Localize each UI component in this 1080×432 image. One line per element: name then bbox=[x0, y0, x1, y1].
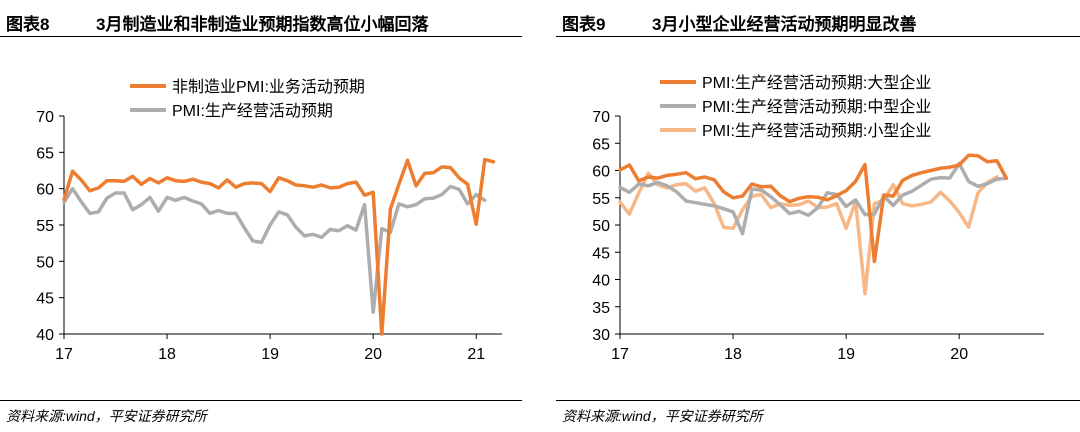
chart-title: 3月小型企业经营活动预期明显改善 bbox=[652, 15, 917, 34]
series-line-1 bbox=[618, 153, 1009, 264]
y-tick-label: 65 bbox=[592, 136, 610, 153]
x-tick-label: 20 bbox=[950, 346, 968, 363]
figure-label: 图表9 bbox=[562, 15, 606, 34]
legend-label: PMI:生产经营活动预期 bbox=[172, 102, 333, 120]
y-tick-label: 40 bbox=[592, 273, 610, 290]
x-tick-label: 18 bbox=[158, 346, 176, 363]
source-bar: 资料来源:wind，平安证券研究所 bbox=[0, 400, 522, 431]
y-tick-label: 50 bbox=[36, 254, 54, 271]
y-tick-label: 70 bbox=[36, 109, 54, 126]
chart-panel-right: 图表9 3月小型企业经营活动预期明显改善 30 35 40 45 50 55 60 65 70 1… bbox=[556, 0, 1080, 432]
y-tick-label: 65 bbox=[36, 145, 54, 162]
legend-label: PMI:生产经营活动预期:小型企业 bbox=[702, 122, 931, 140]
y-tick-label: 45 bbox=[592, 245, 610, 262]
source-note: 资料来源:wind，平安证券研究所 bbox=[6, 408, 207, 424]
y-tick-label: 35 bbox=[592, 300, 610, 317]
x-tick-label: 19 bbox=[837, 346, 855, 363]
y-tick-label: 40 bbox=[36, 327, 54, 344]
series-line-2 bbox=[62, 184, 487, 314]
series-line-1 bbox=[62, 157, 496, 336]
legend-label: 非制造业PMI:业务活动预期 bbox=[172, 78, 365, 96]
y-tick-label: 45 bbox=[36, 291, 54, 308]
y-tick-label: 60 bbox=[592, 164, 610, 181]
figure-label: 图表8 bbox=[6, 15, 50, 34]
y-tick-label: 50 bbox=[592, 218, 610, 235]
line-chart-left: 40 45 50 55 60 65 70 17 18 19 20 21 非制造业PMI:业务活动预期 PM… bbox=[36, 78, 502, 363]
chart-panel-left: 图表8 3月制造业和非制造业预期指数高位小幅回落 40 45 50 55 60 65 70 1… bbox=[0, 0, 522, 432]
chart-title-bar: 图表9 3月小型企业经营活动预期明显改善 bbox=[556, 4, 1080, 37]
y-tick-label: 70 bbox=[592, 109, 610, 126]
legend-label: PMI:生产经营活动预期:中型企业 bbox=[702, 98, 931, 116]
x-tick-label: 17 bbox=[611, 346, 629, 363]
source-note: 资料来源:wind，平安证券研究所 bbox=[562, 408, 763, 424]
legend-label: PMI:生产经营活动预期:大型企业 bbox=[702, 74, 931, 92]
y-tick-label: 55 bbox=[36, 218, 54, 235]
line-chart-right: 30 35 40 45 50 55 60 65 70 17 18 19 20 PMI:生产经营活动预期:大… bbox=[592, 74, 1044, 363]
chart-title-bar: 图表8 3月制造业和非制造业预期指数高位小幅回落 bbox=[0, 4, 522, 37]
y-tick-label: 55 bbox=[592, 191, 610, 208]
source-bar: 资料来源:wind，平安证券研究所 bbox=[556, 400, 1080, 431]
x-tick-label: 20 bbox=[364, 346, 382, 363]
x-tick-label: 21 bbox=[467, 346, 485, 363]
y-tick-label: 60 bbox=[36, 182, 54, 199]
x-tick-label: 19 bbox=[261, 346, 279, 363]
series-line-2 bbox=[618, 161, 1009, 236]
x-tick-label: 17 bbox=[55, 346, 73, 363]
x-tick-label: 18 bbox=[724, 346, 742, 363]
chart-title: 3月制造业和非制造业预期指数高位小幅回落 bbox=[96, 15, 429, 34]
y-tick-label: 30 bbox=[592, 327, 610, 344]
series-line-3 bbox=[618, 171, 999, 296]
